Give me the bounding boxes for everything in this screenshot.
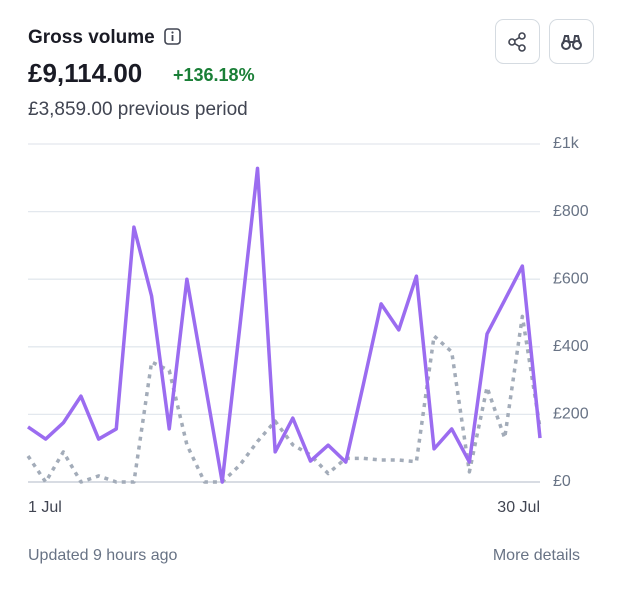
series-line xyxy=(27,166,542,484)
total-value: £9,114.00 xyxy=(28,58,142,88)
x-tick-label: 1 Jul xyxy=(28,499,62,516)
y-tick-label: £600 xyxy=(553,270,589,287)
y-tick-label: £200 xyxy=(553,406,589,423)
widget-title: Gross volume xyxy=(28,27,155,48)
change-percent: +136.18% xyxy=(173,65,255,85)
y-tick-label: £0 xyxy=(553,473,571,490)
y-tick-label: £800 xyxy=(553,203,589,220)
updated-note: Updated 9 hours ago xyxy=(28,547,178,564)
x-tick-label: 30 Jul xyxy=(497,499,540,516)
previous-period: £3,859.00 previous period xyxy=(28,99,248,120)
plot-area: £0 £200 £400 £600 £800 £1k 1 Jul 30 Jul xyxy=(26,135,589,516)
series-line xyxy=(26,314,542,484)
y-tick-label: £400 xyxy=(553,338,589,355)
share-button[interactable] xyxy=(495,19,540,64)
more-details-link[interactable]: More details xyxy=(493,547,580,564)
explore-button[interactable] xyxy=(549,19,594,64)
y-tick-label: £1k xyxy=(553,135,580,152)
info-icon[interactable] xyxy=(164,28,181,45)
